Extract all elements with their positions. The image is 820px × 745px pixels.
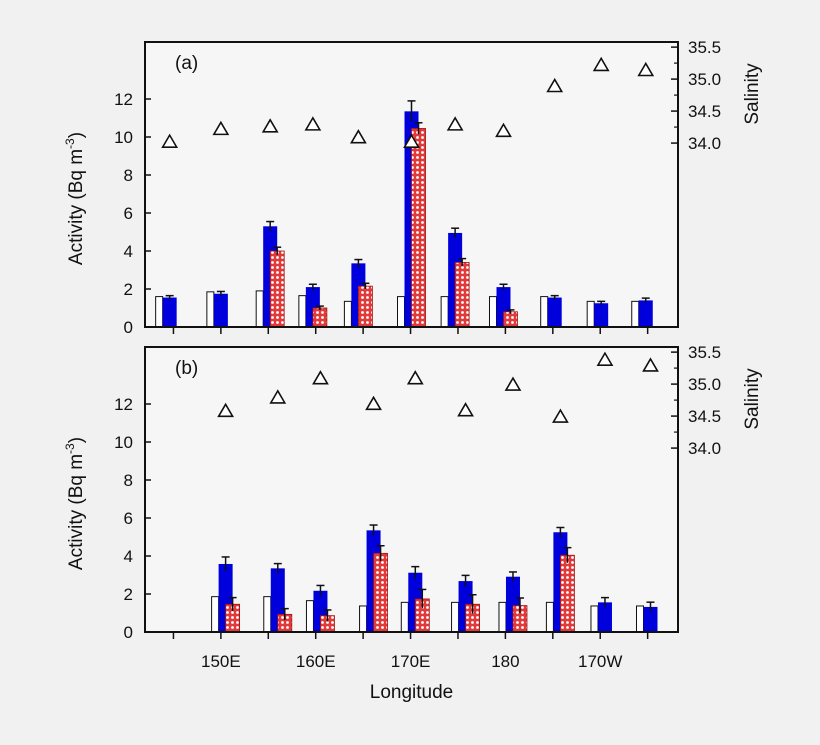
bar-red bbox=[559, 554, 575, 633]
y2-tick-label: 35.0 bbox=[688, 375, 721, 394]
y-tick-label: 12 bbox=[114, 90, 133, 109]
y-tick-label: 2 bbox=[124, 280, 133, 299]
bar-white bbox=[211, 596, 220, 633]
y2-tick-label: 35.5 bbox=[688, 38, 721, 57]
x-tick-label: 160E bbox=[296, 652, 336, 671]
panel-label: (b) bbox=[175, 358, 198, 379]
bar-white bbox=[206, 291, 215, 328]
bar-red bbox=[373, 552, 388, 633]
y2-tick-label: 35.0 bbox=[688, 70, 721, 89]
panel-a: 0 2 4 6 8 10 12 34.0 34.5 35.0 35.5 (a) Activity (Bq… bbox=[63, 38, 763, 337]
bar-white bbox=[586, 300, 595, 328]
y2-axis-label: Salinity bbox=[742, 63, 763, 125]
bar-white bbox=[263, 596, 272, 633]
bar-white bbox=[343, 300, 352, 328]
salinity-marker bbox=[349, 129, 367, 144]
bar-white bbox=[305, 600, 314, 633]
salinity-marker bbox=[546, 77, 564, 93]
salinity-marker bbox=[312, 370, 329, 385]
salinity-marker bbox=[446, 116, 464, 131]
bar-white bbox=[400, 601, 409, 633]
salinity-marker bbox=[406, 370, 424, 385]
bar-white bbox=[155, 296, 164, 328]
salinity-marker bbox=[212, 120, 230, 136]
x-axis-label: Longitude bbox=[370, 682, 453, 703]
bar-white bbox=[590, 605, 599, 633]
bar-blue bbox=[162, 297, 177, 327]
bar-white bbox=[255, 290, 264, 328]
y-tick-label: 6 bbox=[124, 509, 133, 528]
y-tick-label: 2 bbox=[124, 585, 133, 604]
y-tick-label: 10 bbox=[114, 433, 133, 452]
bar-blue bbox=[643, 606, 658, 632]
bar-blue bbox=[638, 300, 653, 327]
salinity-marker bbox=[304, 116, 322, 131]
salinity-marker bbox=[161, 133, 179, 148]
y2-tick-label: 34.5 bbox=[688, 102, 721, 121]
bar-red bbox=[454, 261, 470, 328]
salinity-marker bbox=[592, 56, 610, 72]
y-tick-label: 8 bbox=[124, 471, 133, 490]
bar-red bbox=[411, 128, 426, 328]
salinity-marker bbox=[552, 408, 569, 423]
y-axis-label: Activity (Bq m-3) bbox=[63, 132, 87, 265]
bar-white bbox=[545, 601, 554, 633]
bar-white bbox=[498, 601, 507, 633]
y-axis-label: Activity (Bq m-3) bbox=[63, 437, 87, 570]
y2-tick-label: 34.5 bbox=[688, 407, 721, 426]
salinity-marker bbox=[365, 395, 382, 411]
bar-red bbox=[312, 307, 328, 328]
plot-frame bbox=[144, 346, 679, 633]
y-tick-label: 8 bbox=[124, 166, 133, 185]
bar-white bbox=[635, 605, 644, 633]
y-tick-label: 6 bbox=[124, 204, 133, 223]
salinity-marker bbox=[637, 61, 655, 77]
plot-frame bbox=[144, 41, 679, 328]
bar-red bbox=[357, 285, 373, 328]
salinity-marker bbox=[495, 122, 512, 138]
bar-blue bbox=[594, 303, 609, 327]
salinity-marker bbox=[269, 389, 287, 404]
y-tick-label: 12 bbox=[114, 395, 133, 414]
y-tick-label: 10 bbox=[114, 128, 133, 147]
bar-white bbox=[397, 296, 405, 328]
y2-axis-label: Salinity bbox=[742, 368, 763, 430]
salinity-marker bbox=[217, 402, 235, 418]
y-tick-label: 0 bbox=[124, 318, 133, 337]
y2-tick-label: 34.0 bbox=[688, 439, 721, 458]
y-tick-label: 4 bbox=[124, 242, 133, 261]
bar-red bbox=[503, 311, 518, 328]
bar-blue bbox=[597, 602, 612, 632]
bar-red bbox=[269, 250, 285, 328]
bar-blue bbox=[213, 293, 228, 327]
y-tick-label: 4 bbox=[124, 547, 133, 566]
salinity-marker bbox=[596, 351, 614, 366]
y-tick-label: 0 bbox=[124, 623, 133, 642]
bar-white bbox=[631, 300, 640, 328]
panel-label: (a) bbox=[175, 53, 198, 74]
x-tick-label: 150E bbox=[201, 652, 241, 671]
y2-tick-label: 34.0 bbox=[688, 134, 721, 153]
x-tick-label: 170E bbox=[391, 652, 431, 671]
salinity-marker bbox=[261, 118, 279, 133]
bar-blue bbox=[547, 297, 562, 327]
bar-white bbox=[298, 295, 307, 328]
salinity-marker bbox=[403, 133, 420, 148]
salinity-marker bbox=[504, 376, 522, 391]
x-tick-label: 180 bbox=[491, 652, 519, 671]
panel-b: 0 2 4 6 8 10 12 34.0 34.5 35.0 35.5 150E 160E 170E 180… bbox=[63, 343, 763, 703]
bar-white bbox=[451, 601, 460, 633]
bar-white bbox=[359, 605, 368, 633]
y2-tick-label: 35.5 bbox=[688, 343, 721, 362]
salinity-marker bbox=[642, 357, 659, 372]
salinity-marker bbox=[457, 402, 474, 417]
bar-white bbox=[488, 296, 497, 328]
bar-white bbox=[540, 296, 549, 328]
bar-white bbox=[440, 296, 449, 328]
x-tick-label: 170W bbox=[578, 652, 622, 671]
